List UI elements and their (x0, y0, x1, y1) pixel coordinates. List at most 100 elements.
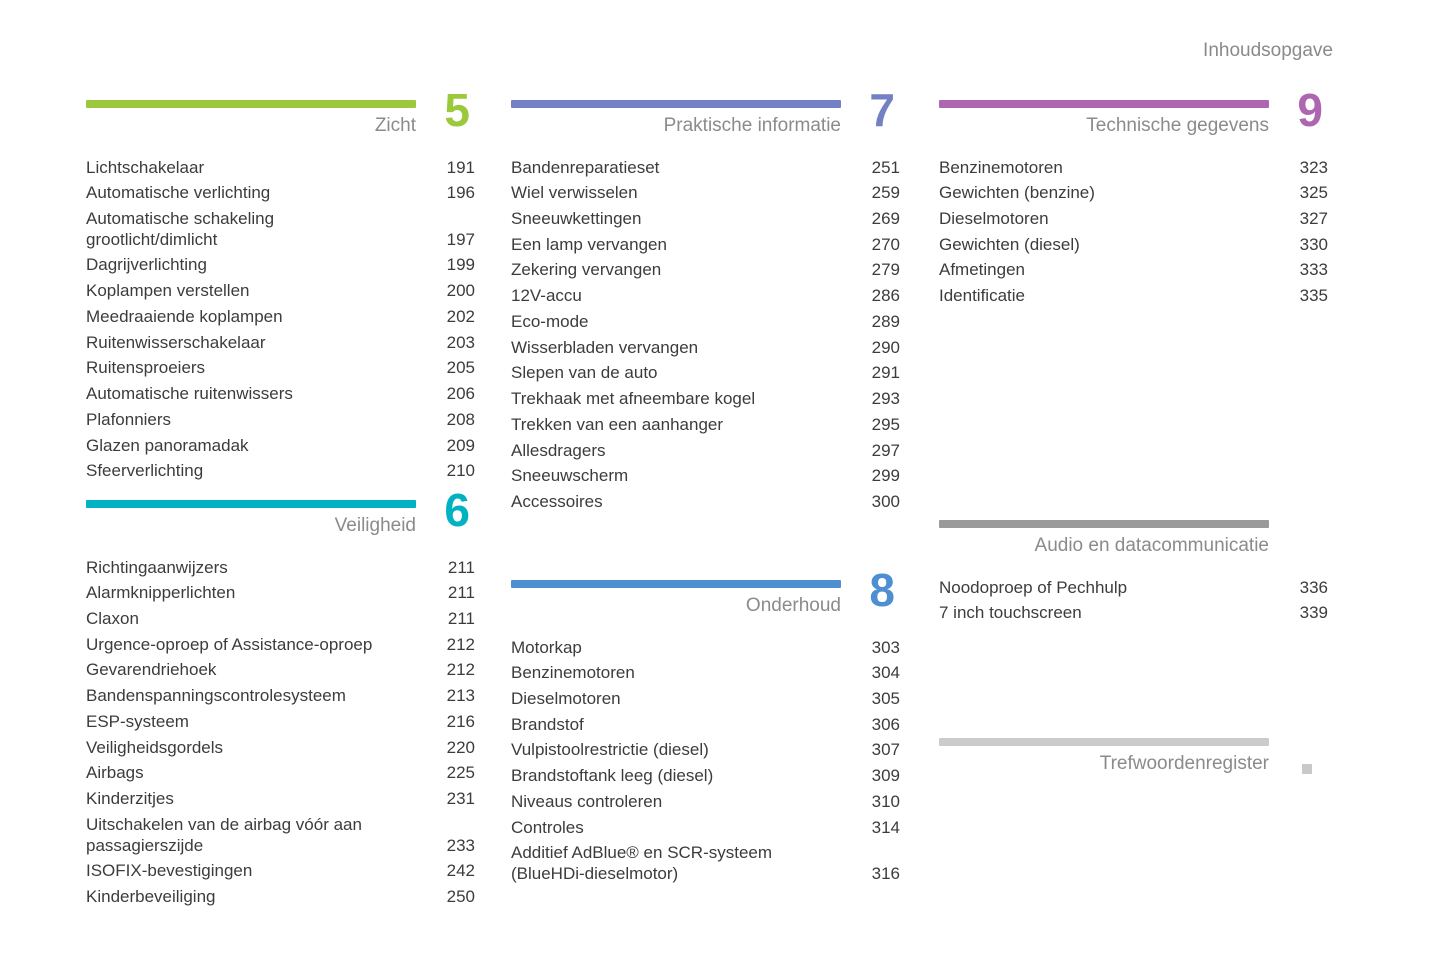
toc-entry-label: Ruitenwisserschakelaar (86, 332, 266, 352)
toc-entry[interactable]: Bandenspanningscontrolesysteem 213 (86, 684, 475, 710)
toc-entry-page: 212 (446, 660, 475, 680)
toc-entry[interactable]: Richtingaanwijzers 211 (86, 555, 475, 581)
section-entries: Bandenreparatieset 251 Wiel verwisselen 259… (511, 155, 900, 515)
toc-entry[interactable]: Ruitenwisserschakelaar 203 (86, 330, 475, 356)
toc-entry[interactable]: Veiligheidsgordels 220 (86, 735, 475, 761)
section-technische-gegevens: Technische gegevens 9 Benzinemotoren 323 Gew… (939, 87, 1328, 310)
section-header: Audio en datacommunicatie (939, 520, 1328, 557)
toc-entry-label: Glazen panoramadak (86, 435, 249, 455)
toc-entry[interactable]: Sfeerverlichting 210 (86, 459, 475, 485)
toc-entry[interactable]: Gevarendriehoek 212 (86, 658, 475, 684)
toc-entry-label: 7 inch touchscreen (939, 603, 1082, 623)
section-header: Technische gegevens 9 (939, 87, 1328, 137)
toc-entry[interactable]: ISOFIX-bevestigingen 242 (86, 859, 475, 885)
toc-entry[interactable]: Een lamp vervangen 270 (511, 232, 900, 258)
toc-entry[interactable]: Bandenreparatieset 251 (511, 155, 900, 181)
toc-entry[interactable]: Wisserbladen vervangen 290 (511, 335, 900, 361)
section-entries: Noodoproep of Pechhulp 336 7 inch touchscr… (939, 575, 1328, 626)
toc-entry-page: 208 (446, 409, 475, 429)
toc-entry[interactable]: Controles 314 (511, 815, 900, 841)
toc-entry[interactable]: Benzinemotoren 323 (939, 155, 1328, 181)
toc-entry[interactable]: Slepen van de auto 291 (511, 361, 900, 387)
toc-entry[interactable]: Dieselmotoren 305 (511, 686, 900, 712)
toc-entry[interactable]: Meedraaiende koplampen 202 (86, 304, 475, 330)
toc-entry-page: 297 (871, 440, 900, 460)
toc-entry[interactable]: Automatische verlichting 196 (86, 181, 475, 207)
toc-entry[interactable]: Allesdragers 297 (511, 438, 900, 464)
toc-entry-label: Urgence-oproep of Assistance-oproep (86, 634, 373, 654)
toc-entry-label: Benzinemotoren (939, 157, 1063, 177)
toc-entry[interactable]: Eco-mode 289 (511, 309, 900, 335)
toc-entry[interactable]: Lichtschakelaar 191 (86, 155, 475, 181)
toc-entry-page: 306 (871, 714, 900, 734)
toc-entry[interactable]: Gewichten (benzine) 325 (939, 181, 1328, 207)
toc-entry-label: Ruitensproeiers (86, 358, 206, 378)
toc-entry[interactable]: Trekhaak met afneembare kogel 293 (511, 387, 900, 413)
toc-entry[interactable]: ESP-systeem 216 (86, 709, 475, 735)
toc-entry-page: 210 (446, 461, 475, 481)
toc-entry[interactable]: Zekering vervangen 279 (511, 258, 900, 284)
toc-entry[interactable]: Vulpistoolrestrictie (diesel) 307 (511, 738, 900, 764)
toc-entry-label: Identificatie (939, 286, 1025, 306)
section-bar (939, 100, 1269, 108)
toc-entry-label: Trekken van een aanhanger (511, 414, 724, 434)
toc-entry[interactable]: Automatische ruitenwissers 206 (86, 382, 475, 408)
toc-entry[interactable]: Noodoproep of Pechhulp 336 (939, 575, 1328, 601)
section-header: Zicht 5 (86, 87, 475, 137)
toc-entry-label: Trekhaak met afneembare kogel (511, 389, 756, 409)
toc-entry-page: 220 (446, 737, 475, 757)
toc-entry[interactable]: Accessoires 300 (511, 490, 900, 516)
toc-entry[interactable]: Kinderzitjes 231 (86, 787, 475, 813)
section-header: Praktische informatie 7 (511, 87, 900, 137)
toc-entry-label: Brandstof (511, 714, 584, 734)
toc-entry[interactable]: Urgence-oproep of Assistance-oproep 212 (86, 632, 475, 658)
toc-entry-page: 314 (871, 817, 900, 837)
toc-entry-label: Gewichten (benzine) (939, 183, 1095, 203)
toc-entry-label: Noodoproep of Pechhulp (939, 577, 1128, 597)
toc-entry[interactable]: Additief AdBlue® en SCR-systeem (BlueHDi… (511, 841, 900, 887)
toc-entry[interactable]: Dagrijverlichting 199 (86, 253, 475, 279)
toc-entry-page: 309 (871, 766, 900, 786)
toc-entry[interactable]: Uitschakelen van de airbag vóór aan pass… (86, 812, 475, 858)
section-entries: Lichtschakelaar 191 Automatische verlichti… (86, 155, 475, 485)
toc-entry-label: Gevarendriehoek (86, 660, 217, 680)
toc-entry[interactable]: Afmetingen 333 (939, 258, 1328, 284)
toc-entry-label: Afmetingen (939, 260, 1025, 280)
toc-entry[interactable]: Koplampen verstellen 200 (86, 279, 475, 305)
toc-entry[interactable]: Automatische schakeling grootlicht/dimli… (86, 206, 475, 252)
toc-entry-page: 211 (447, 608, 475, 628)
toc-entry[interactable]: Kinderbeveiliging 250 (86, 885, 475, 911)
toc-entry[interactable]: Benzinemotoren 304 (511, 661, 900, 687)
toc-entry[interactable]: Airbags 225 (86, 761, 475, 787)
toc-entry[interactable]: Motorkap 303 (511, 635, 900, 661)
toc-entry[interactable]: Brandstof 306 (511, 712, 900, 738)
toc-entry-page: 200 (446, 281, 475, 301)
toc-entry[interactable]: 7 inch touchscreen 339 (939, 601, 1328, 627)
toc-entry[interactable]: Dieselmotoren 327 (939, 206, 1328, 232)
toc-entry[interactable]: Sneeuwscherm 299 (511, 464, 900, 490)
toc-entry-page: 259 (871, 183, 900, 203)
section-number: 8 (869, 564, 895, 616)
toc-entry-label: Dagrijverlichting (86, 255, 207, 275)
toc-entry[interactable]: Glazen panoramadak 209 (86, 433, 475, 459)
toc-entry[interactable]: Plafonniers 208 (86, 407, 475, 433)
toc-entry[interactable]: Trekken van een aanhanger 295 (511, 412, 900, 438)
toc-entry-page: 209 (446, 435, 475, 455)
toc-entry[interactable]: Ruitensproeiers 205 (86, 356, 475, 382)
toc-entry-page: 290 (871, 337, 900, 357)
toc-entry-page: 225 (446, 763, 475, 783)
toc-entry[interactable]: Gewichten (diesel) 330 (939, 232, 1328, 258)
toc-entry[interactable]: Claxon 211 (86, 606, 475, 632)
toc-entry-label: Vulpistoolrestrictie (diesel) (511, 740, 709, 760)
toc-entry-page: 286 (871, 286, 900, 306)
toc-entry[interactable]: Identificatie 335 (939, 284, 1328, 310)
section-number: 5 (444, 84, 470, 136)
toc-entry[interactable]: 12V-accu 286 (511, 284, 900, 310)
toc-entry[interactable]: Niveaus controleren 310 (511, 789, 900, 815)
toc-entry[interactable]: Sneeuwkettingen 269 (511, 206, 900, 232)
section-veiligheid: Veiligheid 6 Richtingaanwijzers 211 Alarmkni… (86, 487, 475, 911)
toc-entry[interactable]: Brandstoftank leeg (diesel) 309 (511, 764, 900, 790)
toc-entry[interactable]: Alarmknipperlichten 211 (86, 581, 475, 607)
toc-entry[interactable]: Wiel verwisselen 259 (511, 181, 900, 207)
toc-entry-label: Accessoires (511, 492, 603, 512)
